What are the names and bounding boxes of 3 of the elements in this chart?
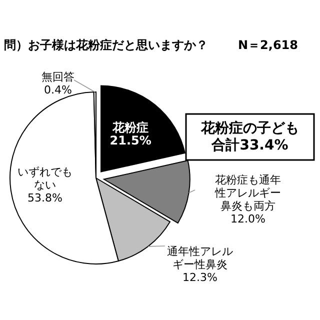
subtitle: N＝2,618 [238,38,298,52]
title: 問）お子様は花粉症だと思いますか？ [4,38,208,52]
annotation: 花粉症の子ども合計33.4% [201,120,299,154]
